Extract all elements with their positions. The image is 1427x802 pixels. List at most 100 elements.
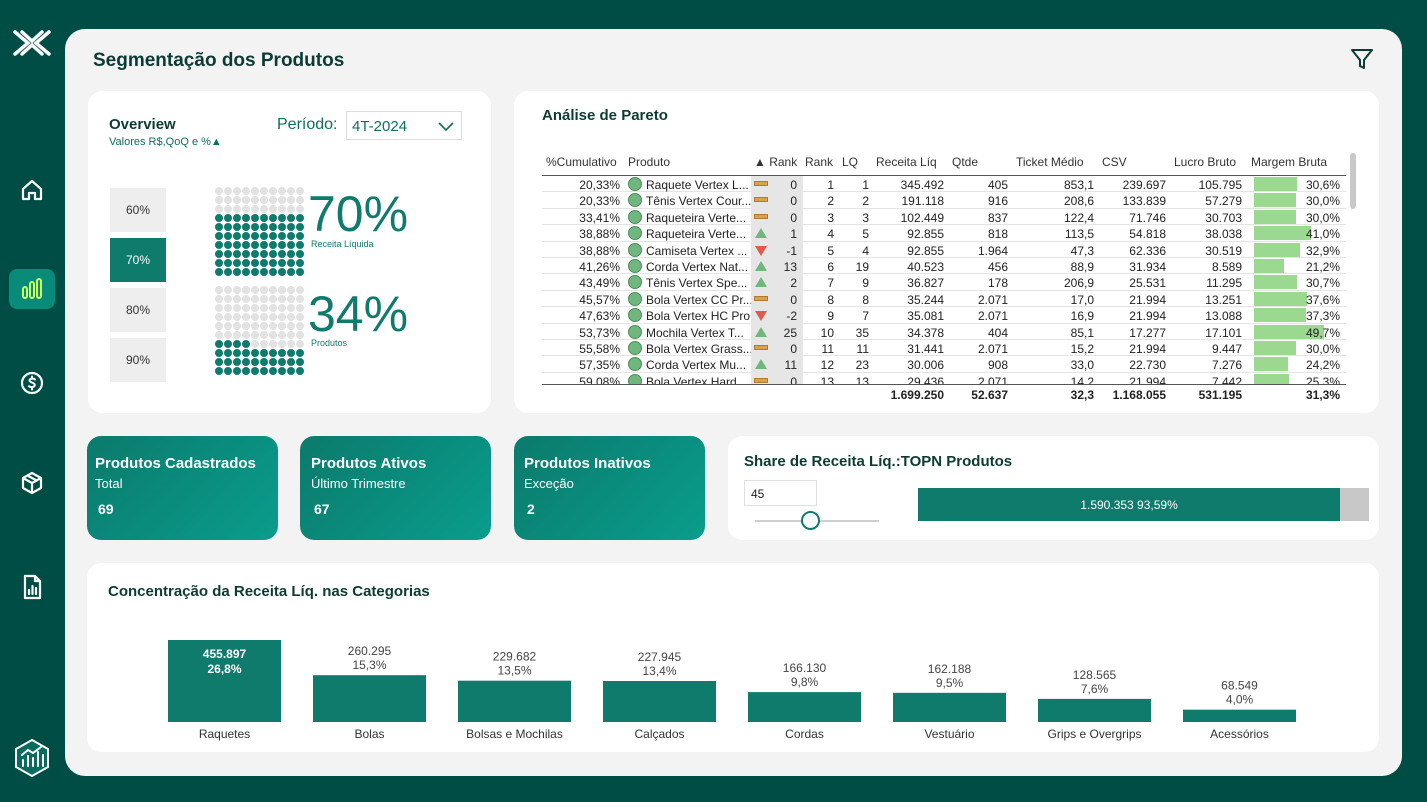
nav-products-button[interactable] [9,269,55,309]
share-title: Share de Receita Líq.:TOPN Produtos [744,453,1013,470]
topn-slider-handle[interactable] [801,511,820,530]
col-csv[interactable]: CSV [1102,155,1127,169]
slicer-option-80[interactable]: 80% [110,288,166,332]
waffle-cell [224,304,232,312]
table-row[interactable]: 47,63% Bola Vertex HC Pro -2 9 7 35.081 2.071 1… [542,307,1346,324]
cell-margem: 21,2% [1305,259,1340,274]
waffle-cell [251,241,259,249]
col-delta-rank[interactable]: ▲ Rank [754,155,798,169]
table-row[interactable]: 38,88% Camiseta Vertex ... -1 5 4 92.855 1.964… [542,241,1346,258]
waffle-cell [233,322,241,330]
slicer-option-60[interactable]: 60% [110,188,166,232]
total-qtde: 52.637 [971,388,1008,402]
table-row[interactable]: 41,26% Corda Vertex Nat... 13 6 19 40.523 456 8… [542,257,1346,275]
waffle-cell [233,367,241,375]
col-qtde[interactable]: Qtde [952,155,979,169]
waffle-cell [278,214,286,222]
kpi-ativos-title: Produtos Ativos [311,455,427,472]
col-ticket[interactable]: Ticket Médio [1016,155,1084,169]
nav-finance-button[interactable] [9,363,55,403]
table-row[interactable]: 33,41% Raqueteira Verte... 0 3 3 102.449 837 12… [542,208,1346,226]
category-axis-label: Acessórios [1210,727,1269,741]
cell-delta-rank: -1 [751,241,803,258]
table-row[interactable]: 53,73% Mochila Vertex T... 25 10 35 34.378 404… [542,323,1346,340]
waffle-cell [224,232,232,240]
waffle-cell [251,232,259,240]
col-produto[interactable]: Produto [628,155,671,169]
col-rank[interactable]: Rank [805,155,834,169]
cell-csv: 239.697 [1122,178,1166,192]
table-row[interactable]: 57,35% Corda Vertex Mu... 11 12 23 30.006 908 3… [542,356,1346,373]
cell-csv: 22.730 [1129,358,1166,373]
waffle-cell [251,286,259,294]
category-bar[interactable] [168,640,281,722]
cell-delta-rank: 0 [751,208,803,226]
waffle-cell [296,232,304,240]
slicer-option-70[interactable]: 70% [110,238,166,282]
cell-qtde: 818 [987,227,1008,242]
status-dot-icon [628,357,642,372]
category-bar[interactable] [458,680,571,722]
waffle-cell [269,259,277,267]
table-row[interactable]: 55,58% Bola Vertex Grass... 0 11 11 31.441 2.0… [542,339,1346,357]
waffle-cell [296,322,304,330]
waffle-cell [224,331,232,339]
cell-lq: 35 [855,325,869,340]
nav-home-button[interactable] [9,170,55,210]
slicer-option-90[interactable]: 90% [110,338,166,382]
col-margem[interactable]: Margem Bruta [1251,155,1328,169]
category-bar[interactable] [1183,709,1296,722]
col-lq[interactable]: LQ [842,155,859,169]
topn-input[interactable]: 45 [744,480,817,506]
col-lucro[interactable]: Lucro Bruto [1174,155,1237,169]
cell-delta-rank-value: 0 [790,178,797,192]
cell-receita: 31.441 [907,341,944,356]
table-row[interactable]: 20,33% Raquete Vertex L... 0 1 1 345.492 405 85… [542,176,1346,193]
dashboard-badge-icon[interactable] [14,738,50,778]
category-bar[interactable] [893,692,1006,722]
cell-lucro: 13.251 [1205,292,1242,307]
waffle-cell [287,340,295,348]
table-row[interactable]: 45,57% Bola Vertex CC Pr... 0 8 8 35.244 2.071… [542,290,1346,308]
category-bar[interactable] [1038,698,1151,722]
waffle-cell [242,286,250,294]
cell-receita: 36.827 [907,276,944,291]
waffle-cell [287,295,295,303]
waffle-cell [242,250,250,258]
category-bar[interactable] [313,675,426,722]
waffle-cell [215,232,223,240]
cell-receita: 92.855 [907,243,944,258]
nav-inventory-button[interactable] [9,463,55,503]
category-bar[interactable] [603,681,716,722]
margin-data-bar [1254,242,1300,257]
table-row[interactable]: 59,08% Bola Vertex Hard... 0 13 13 29.436 2.07… [542,372,1346,384]
brand-logo-icon[interactable] [12,28,52,58]
waffle-cell [215,241,223,249]
waffle-cell [242,367,250,375]
category-axis-label: Vestuário [924,727,974,741]
waffle-cell [233,241,241,249]
total-lucro: 531.195 [1198,388,1242,402]
cell-lucro: 30.519 [1205,243,1242,258]
pareto-scrollbar[interactable] [1350,153,1356,209]
table-row[interactable]: 38,88% Raqueteira Verte... 1 4 5 92.855 818 113… [542,225,1346,242]
bar-value-label: 455.897 [203,647,247,661]
period-dropdown[interactable]: 4T-2024 [346,111,462,140]
waffle-cell [278,313,286,321]
table-row[interactable]: 43,49% Tênis Vertex Spe... 2 7 9 36.827 178 206… [542,274,1346,291]
category-bar[interactable] [748,692,861,722]
filter-icon[interactable] [1350,47,1374,71]
table-row[interactable]: 20,33% Tênis Vertex Cour... 0 2 2 191.118 916 2… [542,192,1346,209]
waffle-cell [260,223,268,231]
waffle-cell [269,223,277,231]
bar-value-label: 128.565 [1073,668,1117,682]
col-receita[interactable]: Receita Líq [876,155,937,169]
cell-delta-rank-value: 0 [790,374,797,384]
period-dropdown-value: 4T-2024 [352,118,408,135]
waffle-cell [242,313,250,321]
col-cumulativo[interactable]: %Cumulativo [546,155,617,169]
nav-report-button[interactable] [9,567,55,607]
cell-cumulativo: 38,88% [579,227,620,242]
waffle-cell [278,259,286,267]
cell-rank: 10 [820,325,834,340]
